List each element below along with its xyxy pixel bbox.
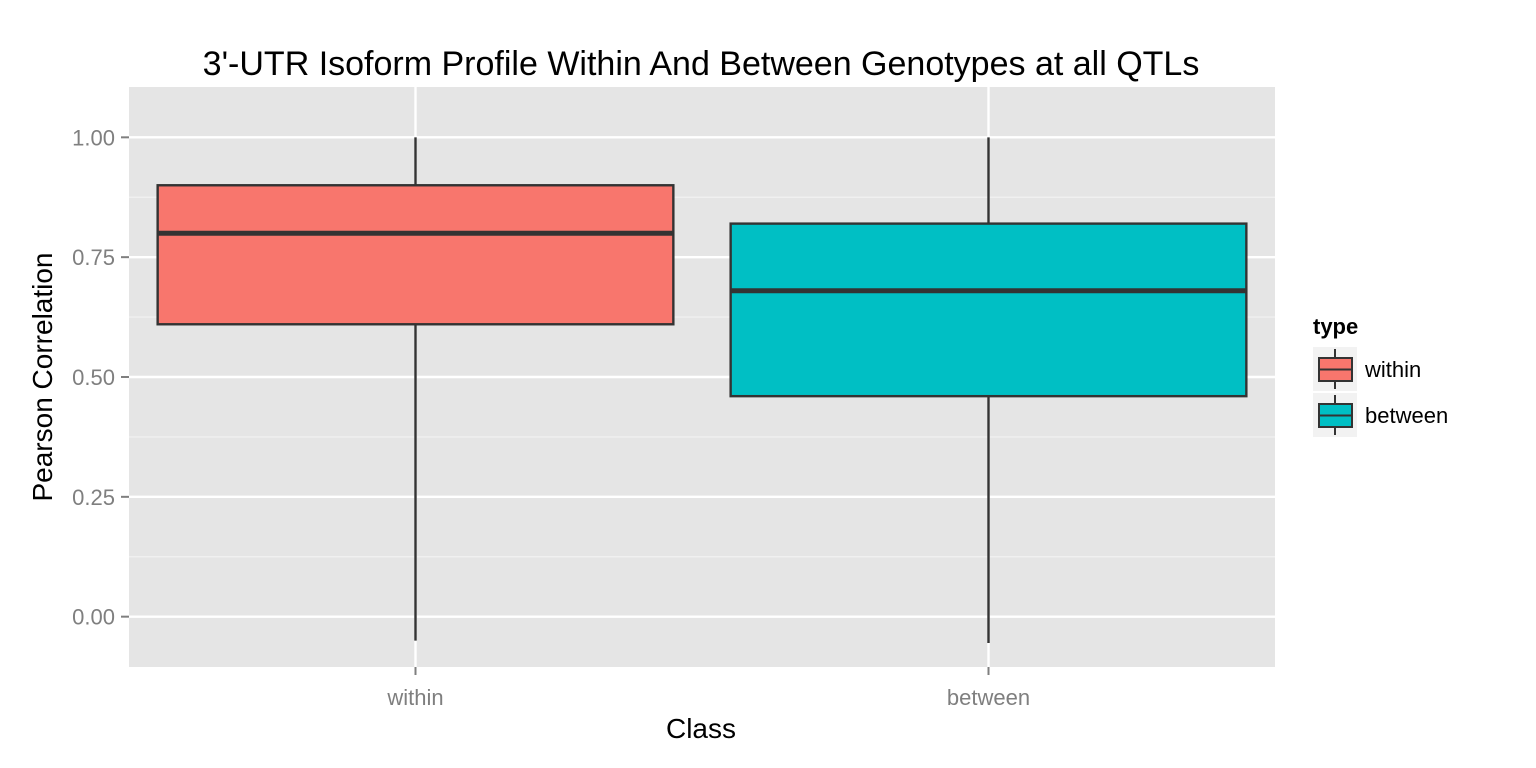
x-tick-label: within [386, 685, 443, 710]
y-tick-label: 0.00 [72, 605, 115, 630]
boxes [156, 137, 1248, 644]
y-tick-label: 0.75 [72, 245, 115, 270]
legend-item-between: between [1313, 393, 1448, 437]
legend: type within between [1313, 314, 1448, 437]
x-tick-label: between [947, 685, 1030, 710]
legend-title: type [1313, 314, 1358, 339]
chart-title: 3'-UTR Isoform Profile Within And Betwee… [203, 45, 1200, 83]
y-tick-label: 1.00 [72, 125, 115, 150]
box-body [729, 222, 1248, 398]
x-axis-title: Class [666, 713, 736, 744]
box-between [729, 137, 1248, 644]
legend-label: within [1364, 357, 1421, 382]
x-axis: within between [386, 667, 1030, 710]
y-axis: 0.00 0.25 0.50 0.75 1.00 [72, 125, 129, 630]
legend-item-within: within [1313, 347, 1421, 391]
legend-label: between [1365, 403, 1448, 428]
box-within [156, 137, 675, 641]
box-body [156, 184, 675, 326]
y-tick-label: 0.50 [72, 365, 115, 390]
y-axis-title: Pearson Correlation [27, 252, 58, 501]
y-tick-label: 0.25 [72, 485, 115, 510]
